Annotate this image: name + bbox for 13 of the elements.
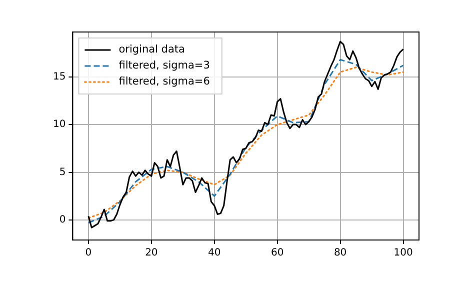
y-tick-label: 0 [59,214,66,226]
legend-label: original data [118,44,185,56]
y-tick-label: 5 [59,166,66,178]
legend-label: filtered, sigma=3 [118,60,210,72]
x-tick-label: 20 [145,248,158,259]
x-tick-label: 0 [85,248,92,259]
legend-label: filtered, sigma=6 [118,76,210,88]
x-tick-label: 100 [394,248,413,259]
y-tick-label: 10 [52,119,66,130]
y-tick-label: 15 [52,71,66,82]
x-tick-label: 60 [270,248,284,259]
x-tick-label: 80 [334,248,347,259]
x-tick-label: 40 [208,248,221,259]
